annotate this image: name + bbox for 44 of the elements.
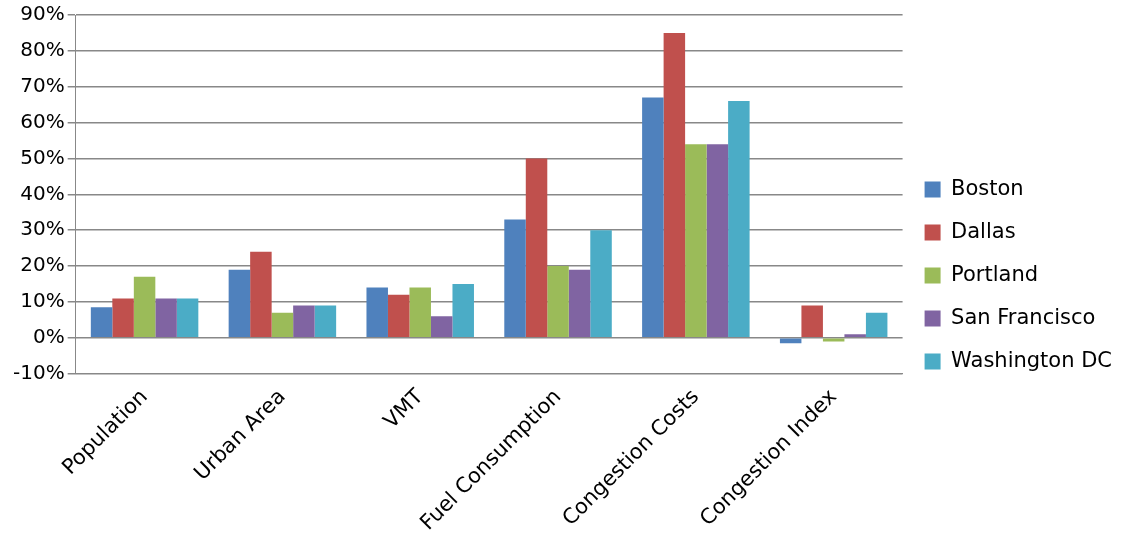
y-tick-label: 20% [20, 252, 65, 277]
bar [314, 305, 337, 338]
y-tick-label: 80% [20, 37, 65, 62]
bar [525, 158, 548, 338]
bar [590, 230, 612, 338]
bar [547, 266, 569, 338]
bar [90, 307, 113, 338]
y-tick-label: 90% [20, 1, 65, 26]
bar [228, 269, 251, 338]
bar [801, 305, 823, 338]
bar [844, 334, 866, 338]
bar [706, 144, 729, 338]
bar [112, 298, 134, 338]
y-tick-label: 0% [32, 324, 65, 349]
bar [176, 298, 199, 338]
legend-label: Dallas [951, 218, 1016, 243]
legend-label: Portland [951, 261, 1039, 286]
bar [430, 316, 453, 338]
y-tick-label: 60% [20, 108, 65, 133]
legend-label: Washington DC [951, 347, 1113, 372]
bar [685, 144, 707, 338]
bar [250, 251, 272, 338]
bar [366, 287, 388, 338]
y-tick-label: 40% [20, 180, 65, 205]
bar [728, 101, 750, 338]
bar [155, 298, 177, 338]
y-tick-label: -10% [13, 359, 65, 384]
bar [642, 97, 664, 338]
y-tick-label: 10% [20, 288, 65, 313]
y-tick-label: 70% [20, 72, 65, 97]
bar [452, 284, 474, 338]
y-tick-label: 30% [20, 216, 65, 241]
y-tick-label: 50% [20, 144, 65, 169]
bar [663, 32, 686, 338]
bar [271, 312, 294, 338]
bar [865, 312, 888, 338]
bar [387, 294, 410, 338]
legend-label: San Francisco [951, 304, 1096, 329]
bar [568, 269, 591, 338]
bar [133, 276, 156, 338]
bar [504, 219, 526, 338]
bar [293, 305, 315, 338]
legend-label: Boston [951, 175, 1024, 200]
bar [409, 287, 431, 338]
